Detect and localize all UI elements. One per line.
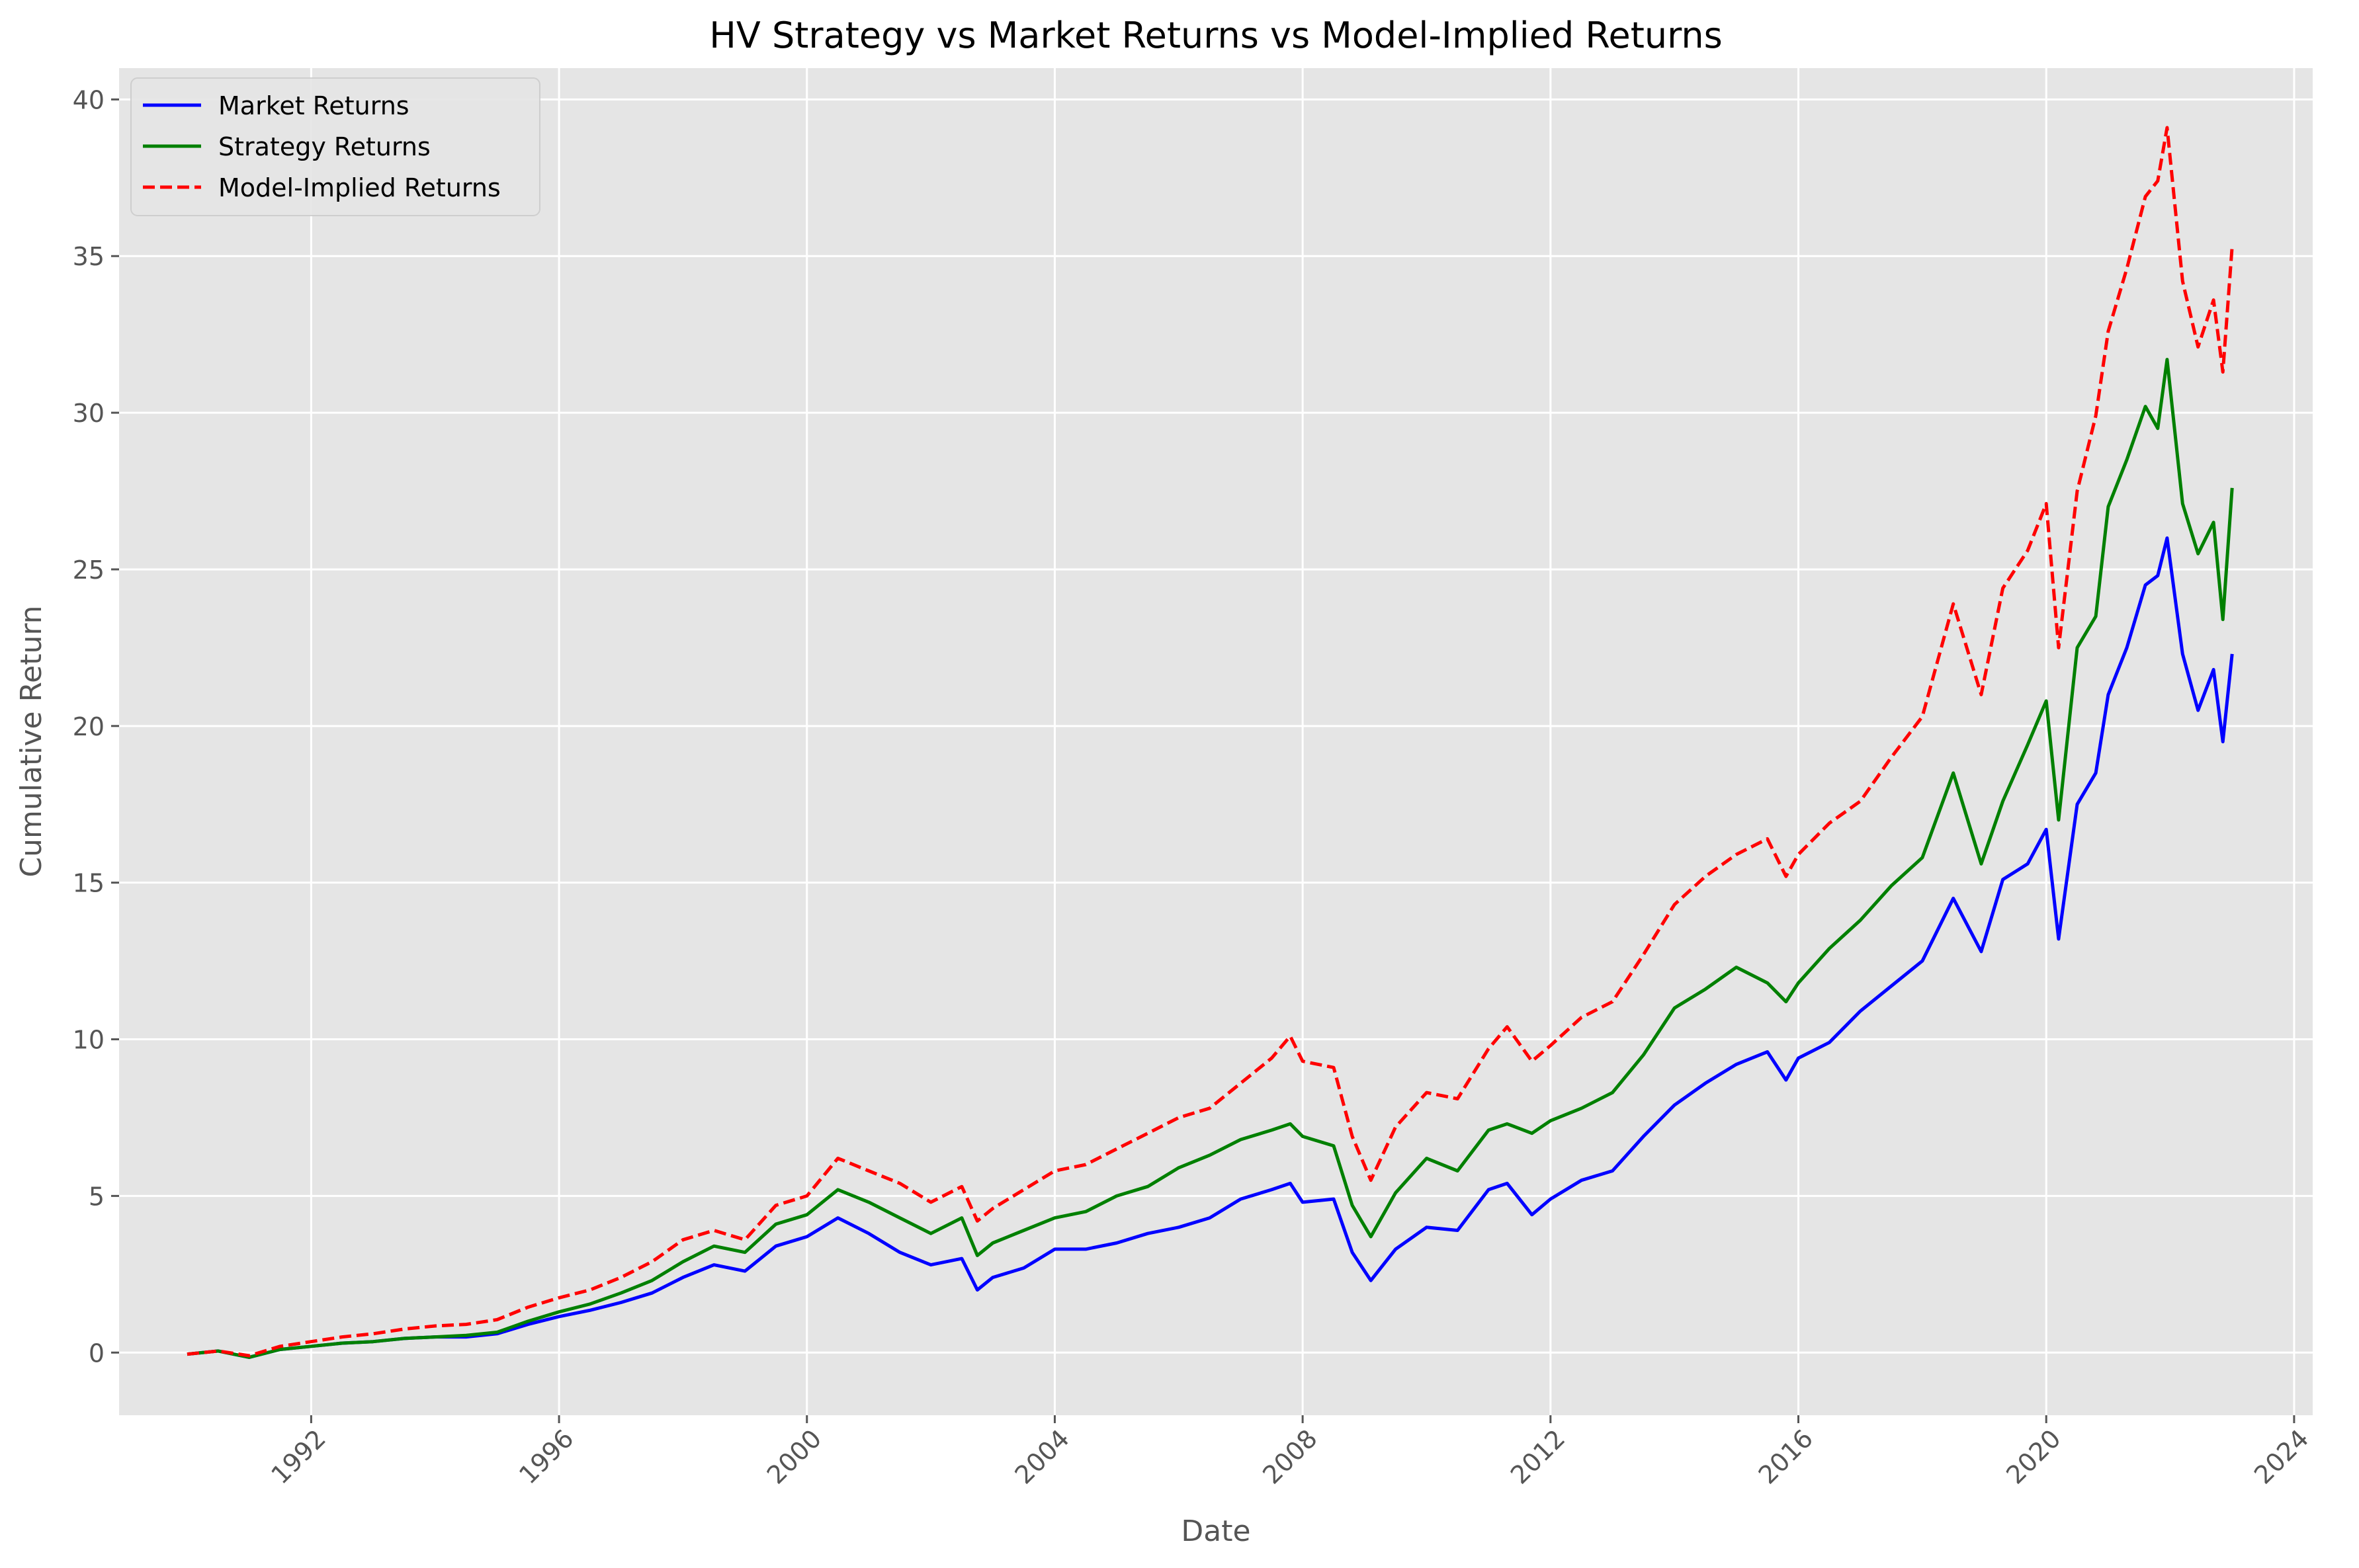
y-tick-label-25: 25	[73, 556, 105, 585]
legend-label-market: Market Returns	[218, 91, 409, 120]
series-line-strategy-returns	[187, 358, 2234, 1359]
legend-entry-market: Market Returns	[143, 91, 409, 120]
y-tick-label-5: 5	[89, 1182, 105, 1211]
y-tick-label-20: 20	[73, 712, 105, 741]
legend-box	[130, 77, 540, 216]
legend-entry-strategy: Strategy Returns	[143, 132, 431, 161]
legend-entry-model: Model-Implied Returns	[143, 173, 501, 202]
grid	[119, 68, 2313, 1415]
series-line-market-returns	[187, 536, 2234, 1359]
legend-label-model: Model-Implied Returns	[218, 173, 501, 202]
series-line-model-implied-returns	[187, 126, 2234, 1358]
y-tick-label-35: 35	[73, 242, 105, 271]
y-tick-label-10: 10	[73, 1026, 105, 1055]
chart-title: HV Strategy vs Market Returns vs Model-I…	[709, 15, 1722, 56]
legend: Market Returns Strategy Returns Model-Im…	[130, 77, 540, 216]
series-lines	[187, 126, 2234, 1359]
y-tick-label-30: 30	[73, 399, 105, 428]
y-tick-label-15: 15	[73, 869, 105, 898]
legend-label-strategy: Strategy Returns	[218, 132, 431, 161]
y-tick-label-40: 40	[73, 85, 105, 114]
x-axis-label: Date	[1181, 1514, 1250, 1548]
y-tick-label-0: 0	[89, 1339, 105, 1368]
plot-area	[119, 68, 2313, 1415]
y-axis-label: Cumulative Return	[15, 605, 48, 877]
